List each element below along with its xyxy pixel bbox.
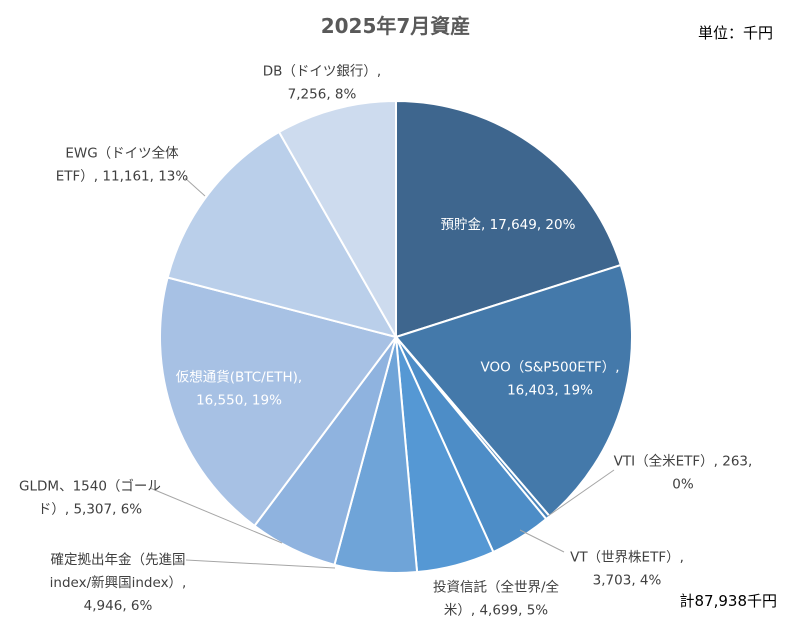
slice-label: 仮想通貨(BTC/ETH), 16,550, 19% bbox=[176, 369, 302, 409]
leader-line bbox=[184, 177, 206, 197]
slice-label-line: 0% bbox=[672, 477, 694, 493]
chart-title: 2025年7月資産 bbox=[320, 14, 471, 38]
slice-label: VTI（全米ETF）, 263, 0% bbox=[614, 453, 753, 493]
unit-note: 単位：千円 bbox=[697, 24, 773, 42]
slice-label-line: 3,703, 4% bbox=[593, 573, 662, 589]
slice-label-line: 4,946, 6% bbox=[84, 598, 153, 614]
slice-label-line: EWG（ドイツ全体 bbox=[65, 145, 179, 162]
leader-line bbox=[185, 559, 336, 569]
pie-slice bbox=[395, 99, 623, 339]
slice-label-line: VTI（全米ETF）, 263, bbox=[614, 453, 753, 470]
slice-label-line: index/新興国index）, bbox=[50, 575, 187, 591]
slice-label-line: GLDM、1540（ゴール bbox=[19, 478, 161, 495]
slice-label-line: VT（世界株ETF）, bbox=[570, 550, 684, 566]
leader-line bbox=[519, 529, 565, 553]
slice-label: 預貯金, 17,649, 20% bbox=[441, 217, 576, 233]
slice-label-line: 16,550, 19% bbox=[196, 393, 282, 409]
leader-line bbox=[547, 469, 615, 517]
slice-label: VT（世界株ETF）, 3,703, 4% bbox=[570, 550, 684, 589]
slice-label-line: 米）, 4,699, 5% bbox=[444, 603, 548, 619]
pie-slices bbox=[159, 99, 633, 574]
slice-label-line: 7,256, 8% bbox=[288, 87, 357, 103]
slice-label-line: 確定拠出年金（先進国 bbox=[51, 552, 186, 568]
slice-label-line: 仮想通貨(BTC/ETH), bbox=[176, 369, 302, 386]
pie-slice bbox=[159, 276, 398, 528]
slice-label-line: ド）, 5,307, 6% bbox=[38, 502, 142, 518]
slice-label: 確定拠出年金（先進国 index/新興国index）, 4,946, 6% bbox=[50, 552, 187, 614]
slice-label: EWG（ドイツ全体 ETF）, 11,161, 13% bbox=[56, 145, 189, 185]
slice-label: VOO（S&P500ETF）, 16,403, 19% bbox=[480, 360, 619, 399]
slice-label-line: 預貯金, 17,649, 20% bbox=[441, 217, 576, 233]
slice-label: DB（ドイツ銀行）, 7,256, 8% bbox=[263, 64, 381, 103]
slice-label-line: 16,403, 19% bbox=[507, 383, 593, 399]
leader-line bbox=[149, 487, 283, 544]
slice-label-line: DB（ドイツ銀行）, bbox=[263, 64, 381, 80]
slice-label-line: 投資信託（全世界/全 bbox=[433, 579, 560, 596]
pie-slice bbox=[277, 99, 397, 341]
slice-label-line: VOO（S&P500ETF）, bbox=[480, 360, 619, 376]
total-note: 計87,938千円 bbox=[679, 592, 778, 610]
slice-label: 投資信託（全世界/全米）, 4,699, 5% bbox=[433, 579, 560, 619]
pie-slice bbox=[394, 263, 633, 518]
pie-slice bbox=[166, 130, 399, 339]
slice-label-line: ETF）, 11,161, 13% bbox=[56, 169, 189, 185]
